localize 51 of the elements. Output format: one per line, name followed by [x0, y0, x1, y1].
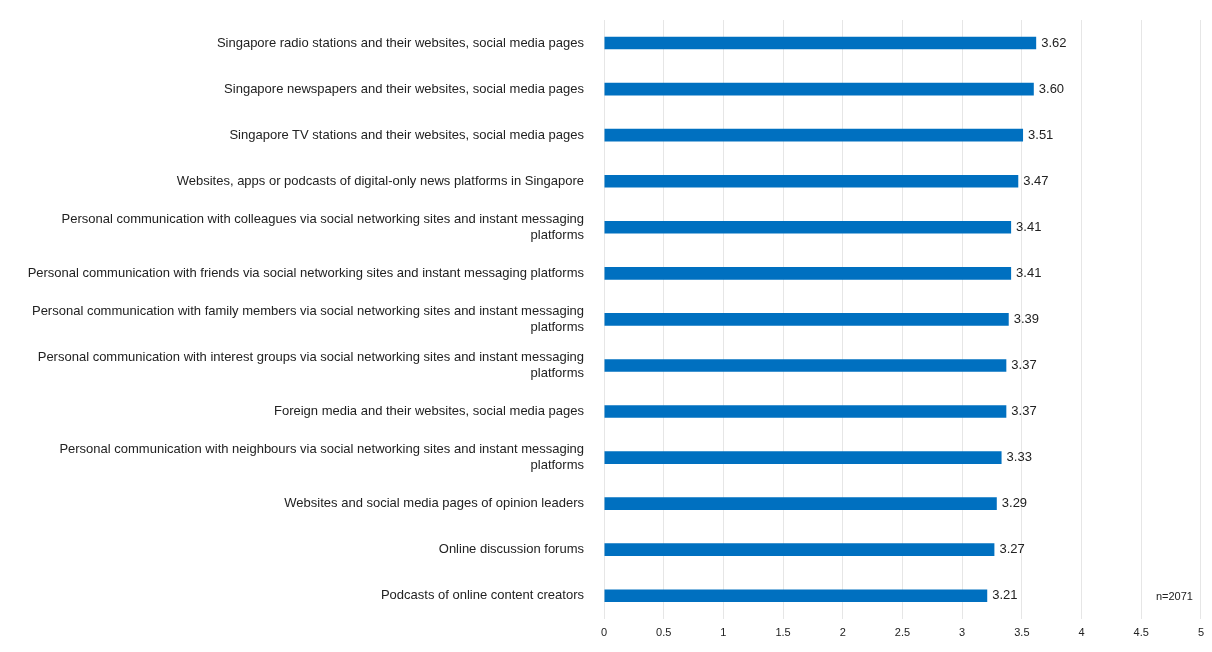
y-tick-label: Websites, apps or podcasts of digital-only news platforms in Singapore — [176, 172, 584, 188]
y-tick-label: Personal communication with colleagues via social networking sites and instant messaging platforms — [61, 211, 585, 242]
bar — [604, 267, 1012, 280]
data-label: 3.33 — [1006, 449, 1032, 465]
x-tick-label: 3 — [959, 626, 966, 639]
x-tick-label: 5 — [1197, 626, 1204, 639]
data-label: 3.29 — [1001, 495, 1028, 511]
data-label: 3.21 — [992, 587, 1018, 603]
data-label: 3.37 — [1011, 357, 1037, 373]
bar — [604, 543, 995, 557]
y-tick-label: Personal communication with friends via social networking sites and instant messaging platforms — [27, 264, 585, 280]
data-label: 3.60 — [1038, 80, 1065, 96]
y-tick-label: Singapore newspapers and their websites, social media pages — [224, 80, 585, 96]
y-tick-label: Personal communication with neighbours via social networking sites and instant messaging platforms — [59, 441, 585, 472]
y-tick-label: Podcasts of online content creators — [380, 587, 585, 603]
bar — [604, 451, 1002, 464]
x-tick-label: 1 — [720, 626, 727, 639]
bar — [604, 589, 988, 603]
x-tick-label: 0 — [600, 626, 608, 639]
data-label: 3.37 — [1011, 403, 1037, 419]
bar — [604, 174, 1019, 188]
y-tick-label: Online discussion forums — [438, 541, 585, 557]
y-tick-label: Singapore radio stations and their websites, social media pages — [216, 34, 585, 50]
data-label: 3.41 — [1016, 218, 1042, 234]
data-label: 3.47 — [1023, 172, 1049, 188]
x-tick-label: 3.5 — [1014, 626, 1030, 639]
x-tick-label: 1.5 — [775, 626, 791, 639]
bar — [604, 313, 1009, 326]
x-tick-label: 2.5 — [894, 626, 911, 639]
bar — [604, 497, 997, 510]
bar — [604, 128, 1024, 142]
x-tick-label: 0.5 — [656, 626, 672, 639]
y-tick-label: Personal communication with interest groups via social networking sites and instant messaging platforms — [37, 349, 585, 380]
y-tick-label: Websites and social media pages of opinion leaders — [284, 495, 585, 511]
x-tick-label: 2 — [839, 626, 846, 639]
bar — [604, 359, 1007, 372]
x-tick-label: 4 — [1078, 626, 1085, 639]
annotation: n=2071 — [1155, 589, 1193, 602]
data-label: 3.41 — [1016, 264, 1042, 280]
bar — [604, 220, 1012, 234]
data-label: 3.27 — [999, 541, 1025, 557]
data-label: 3.62 — [1041, 34, 1067, 50]
y-tick-label: Foreign media and their websites, social media pages — [273, 403, 585, 419]
y-tick-label: Personal communication with family members via social networking sites and instant messaging platforms — [31, 303, 585, 334]
y-tick-label: Singapore TV stations and their websites, social media pages — [229, 126, 585, 142]
bar — [604, 82, 1034, 96]
bar — [604, 36, 1037, 50]
x-tick-label: 4.5 — [1133, 626, 1149, 639]
bar — [604, 405, 1007, 418]
data-label: 3.51 — [1028, 126, 1054, 142]
data-label: 3.39 — [1013, 310, 1040, 326]
